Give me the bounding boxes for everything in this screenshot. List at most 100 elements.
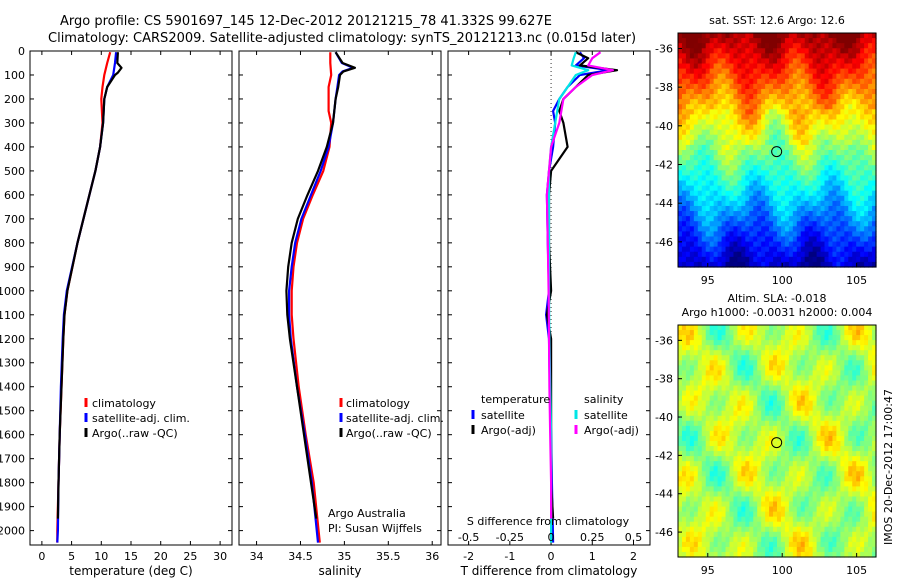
map-cell — [864, 325, 869, 331]
map-cell — [721, 420, 727, 427]
map-cell — [848, 73, 853, 80]
map-cell — [777, 430, 782, 437]
map-cell — [824, 53, 830, 60]
map-cell — [713, 380, 719, 387]
map-cell — [678, 134, 683, 141]
map-cell — [844, 155, 849, 161]
map-cell — [812, 211, 818, 217]
map-cell — [800, 325, 806, 331]
map-cell — [856, 104, 861, 110]
map-cell — [848, 185, 853, 192]
map-cell — [769, 486, 774, 493]
map-cell — [788, 496, 794, 503]
map-cell — [868, 99, 873, 105]
map-cell — [773, 425, 778, 432]
map-cell — [872, 99, 877, 105]
map-cell — [804, 109, 810, 115]
map-cell — [856, 491, 861, 498]
map-cell — [852, 200, 857, 207]
map-cell — [713, 385, 719, 392]
map-cell — [741, 451, 746, 457]
map-cell — [792, 139, 798, 146]
map-cell — [749, 451, 754, 457]
map-cell — [868, 446, 873, 452]
map-cell — [792, 155, 798, 161]
map-cell — [753, 405, 758, 412]
map-cell — [856, 501, 861, 508]
map-cell — [868, 119, 873, 126]
map-cell — [729, 94, 735, 100]
map-cell — [705, 340, 711, 346]
map-cell — [824, 551, 830, 558]
map-cell — [725, 53, 731, 60]
map-cell — [713, 99, 719, 105]
map-cell — [816, 48, 822, 54]
map-cell — [836, 365, 841, 371]
map-cell — [773, 221, 778, 227]
map-cell — [721, 380, 727, 387]
map-cell — [697, 236, 703, 243]
map-cell — [729, 420, 735, 427]
map-cell — [844, 150, 849, 156]
map-cell — [705, 410, 711, 417]
map-cell — [840, 521, 845, 528]
map-cell — [864, 134, 869, 141]
map-cell — [804, 425, 810, 432]
map-cell — [705, 246, 711, 253]
map-cell — [705, 144, 711, 151]
map-cell — [737, 506, 742, 513]
map-cell — [868, 461, 873, 467]
map-cell — [788, 155, 794, 161]
map-cell — [729, 150, 735, 156]
map-cell — [848, 335, 853, 341]
map-cell — [685, 139, 691, 146]
map-cell — [808, 155, 814, 161]
map-cell — [689, 375, 695, 382]
map-cell — [709, 380, 715, 387]
map-cell — [796, 526, 802, 533]
map-cell — [709, 236, 715, 243]
map-cell — [784, 390, 790, 397]
map-cell — [860, 380, 865, 387]
map-cell — [856, 205, 861, 212]
map-cell — [761, 175, 766, 182]
map-cell — [860, 63, 865, 70]
map-cell — [812, 190, 818, 197]
map-y-tick-label: -44 — [655, 197, 673, 210]
map-cell — [872, 380, 877, 387]
map-cell — [745, 370, 750, 377]
map-cell — [705, 486, 711, 493]
map-cell — [678, 541, 683, 548]
map-cell — [824, 94, 830, 100]
map-cell — [804, 160, 810, 166]
map-cell — [773, 78, 778, 85]
map-cell — [792, 335, 798, 341]
map-cell — [788, 446, 794, 452]
map-cell — [784, 340, 790, 346]
map-cell — [725, 496, 731, 503]
map-cell — [848, 58, 853, 65]
map-cell — [713, 160, 719, 166]
map-cell — [836, 38, 841, 44]
map-cell — [749, 355, 754, 361]
map-cell — [872, 43, 877, 49]
map-cell — [717, 185, 723, 192]
map-cell — [784, 88, 790, 95]
map-cell — [856, 511, 861, 518]
map-cell — [856, 400, 861, 407]
map-cell — [780, 134, 786, 141]
map-cell — [812, 144, 818, 151]
map-cell — [800, 104, 806, 110]
map-cell — [816, 134, 822, 141]
map-y-tick-label: -38 — [655, 81, 673, 94]
map-cell — [848, 430, 853, 437]
map-cell — [721, 88, 727, 95]
map-cell — [824, 195, 830, 202]
map-cell — [780, 200, 786, 207]
map-cell — [741, 144, 746, 151]
map-cell — [796, 536, 802, 543]
map-cell — [737, 501, 742, 508]
map-cell — [737, 200, 742, 207]
map-cell — [864, 180, 869, 187]
map-cell — [816, 476, 822, 482]
